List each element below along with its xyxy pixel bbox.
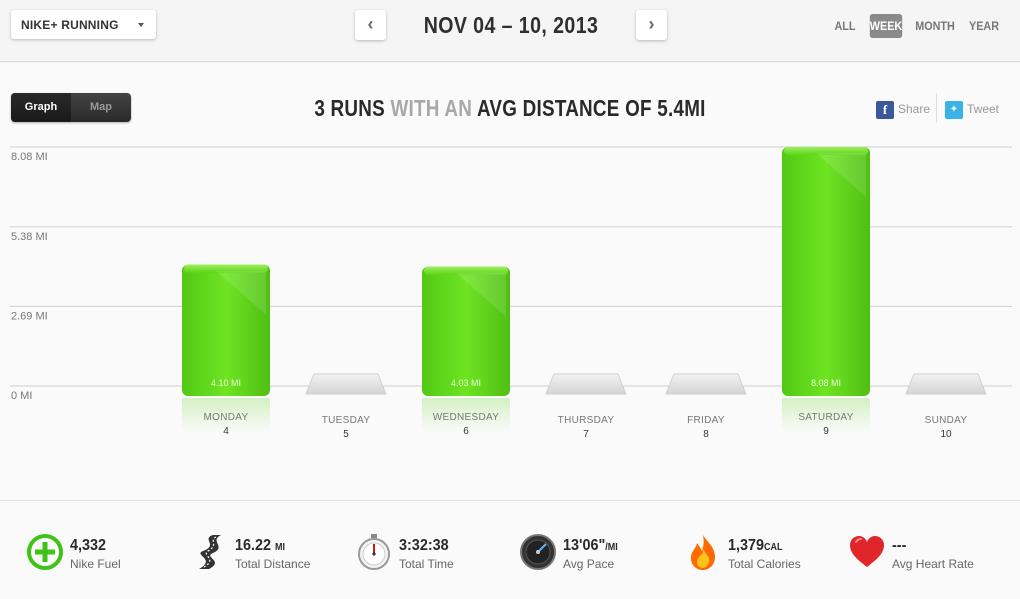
map-toggle-button[interactable]: Map bbox=[90, 101, 112, 113]
day-name-label: MONDAY bbox=[204, 412, 249, 423]
bar-monday bbox=[182, 264, 270, 432]
top-bar: NIKE+ RUNNING ‹ NOV 04 – 10, 2013 › ALL … bbox=[0, 0, 1020, 62]
bar-sheen bbox=[816, 153, 866, 197]
road-icon bbox=[199, 535, 221, 569]
stats-footer: 4,332 Nike Fuel 16.22 MI Total Distance … bbox=[0, 500, 1020, 599]
tab-week[interactable]: WEEK bbox=[869, 14, 903, 38]
bar-value-label: 4.10 MI bbox=[211, 378, 241, 388]
bar-sheen bbox=[216, 270, 266, 315]
graph-toggle-button[interactable]: Graph bbox=[11, 93, 71, 122]
stopwatch-icon bbox=[358, 534, 390, 570]
previous-week-button[interactable]: ‹ bbox=[355, 10, 386, 40]
day-name-label: THURSDAY bbox=[558, 415, 615, 426]
day-name-label: FRIDAY bbox=[687, 415, 725, 426]
bar-reflection bbox=[782, 398, 870, 432]
y-tick-label: 8.08 MI bbox=[11, 151, 48, 163]
empty-bar-thursday bbox=[545, 373, 627, 395]
empty-bar-friday bbox=[665, 373, 747, 395]
app-selector-dropdown[interactable]: NIKE+ RUNNING bbox=[11, 10, 156, 39]
next-week-button[interactable]: › bbox=[636, 10, 667, 40]
bar-value-label: 4.03 MI bbox=[451, 378, 481, 388]
bar-saturday bbox=[782, 147, 870, 432]
day-number-label: 5 bbox=[343, 429, 349, 440]
bar-top bbox=[184, 264, 268, 273]
weekly-distance-chart: 8.08 MI 5.38 MI 2.69 MI 0 MI 4.10 MI MONDAY 4 T… bbox=[0, 145, 1020, 455]
y-tick-label: 0 MI bbox=[11, 390, 32, 402]
day-number-label: 8 bbox=[703, 429, 709, 440]
empty-bar-sunday bbox=[905, 373, 987, 395]
twitter-tweet-label: Tweet bbox=[967, 102, 1000, 116]
view-toggle: Graph Map bbox=[11, 93, 131, 122]
day-number-label: 4 bbox=[223, 426, 229, 437]
bar-sheen bbox=[456, 272, 506, 317]
headline-connector: WITH AN bbox=[390, 95, 473, 121]
summary-headline: 3 RUNS WITH AN AVG DISTANCE OF 5.4MI bbox=[289, 95, 732, 122]
day-number-label: 9 bbox=[823, 426, 829, 437]
day-name-label: TUESDAY bbox=[322, 415, 371, 426]
share-divider bbox=[936, 93, 937, 123]
twitter-bird-icon: ✦ bbox=[945, 100, 963, 119]
facebook-share-button[interactable]: f Share bbox=[876, 100, 931, 119]
stat-value: 13'06"/MI bbox=[563, 537, 618, 554]
stat-value: 3:32:38 bbox=[399, 537, 449, 554]
day-number-label: 7 bbox=[583, 429, 589, 440]
day-name-label: SATURDAY bbox=[798, 412, 853, 423]
facebook-share-label: Share bbox=[898, 102, 931, 116]
stat-value: 4,332 bbox=[70, 537, 107, 554]
stat-value: --- bbox=[892, 537, 907, 554]
stat-label: Avg Heart Rate bbox=[892, 557, 974, 571]
tab-all[interactable]: ALL bbox=[834, 19, 856, 33]
heart-icon bbox=[850, 536, 884, 567]
bar-top bbox=[784, 147, 868, 155]
flame-icon bbox=[691, 535, 715, 570]
chevron-right-icon: › bbox=[648, 14, 655, 34]
bar-value-label: 8.08 MI bbox=[811, 378, 841, 388]
chart-svg: 8.08 MI 5.38 MI 2.69 MI 0 MI 4.10 MI MONDAY 4 T… bbox=[10, 146, 1012, 440]
date-range-title: NOV 04 – 10, 2013 bbox=[423, 12, 599, 38]
bar-top bbox=[424, 266, 508, 275]
headline-runs: 3 RUNS bbox=[314, 95, 385, 121]
day-number-label: 10 bbox=[940, 429, 952, 440]
speedometer-icon bbox=[520, 534, 556, 570]
stat-label: Total Time bbox=[399, 557, 454, 571]
bar-body bbox=[182, 264, 270, 396]
twitter-tweet-button[interactable]: ✦ Tweet bbox=[945, 100, 1000, 119]
tab-year[interactable]: YEAR bbox=[968, 19, 1000, 33]
bar-body bbox=[782, 147, 870, 396]
chevron-left-icon: ‹ bbox=[367, 14, 374, 34]
app-selector-label: NIKE+ RUNNING bbox=[21, 18, 119, 32]
bar-reflection bbox=[422, 398, 510, 432]
bar-wednesday bbox=[422, 266, 510, 432]
headline-average: AVG DISTANCE OF 5.4MI bbox=[476, 95, 706, 121]
y-tick-label: 2.69 MI bbox=[11, 310, 48, 322]
stat-label: Total Calories bbox=[728, 557, 801, 571]
empty-bar-tuesday bbox=[305, 373, 387, 395]
stat-label: Avg Pace bbox=[563, 557, 615, 571]
chevron-down-icon bbox=[138, 23, 144, 27]
tab-month[interactable]: MONTH bbox=[915, 19, 955, 33]
bar-reflection bbox=[182, 398, 270, 432]
bar-body bbox=[422, 266, 510, 396]
stat-label: Total Distance bbox=[235, 557, 311, 571]
day-name-label: WEDNESDAY bbox=[433, 412, 499, 423]
facebook-icon: f bbox=[876, 100, 894, 119]
stat-label: Nike Fuel bbox=[70, 557, 121, 571]
day-number-label: 6 bbox=[463, 426, 469, 437]
stat-value: 16.22 MI bbox=[235, 537, 286, 554]
y-tick-label: 5.38 MI bbox=[11, 231, 48, 243]
day-name-label: SUNDAY bbox=[925, 415, 968, 426]
stat-value: 1,379CAL bbox=[728, 537, 783, 554]
nike-fuel-icon bbox=[27, 534, 63, 570]
